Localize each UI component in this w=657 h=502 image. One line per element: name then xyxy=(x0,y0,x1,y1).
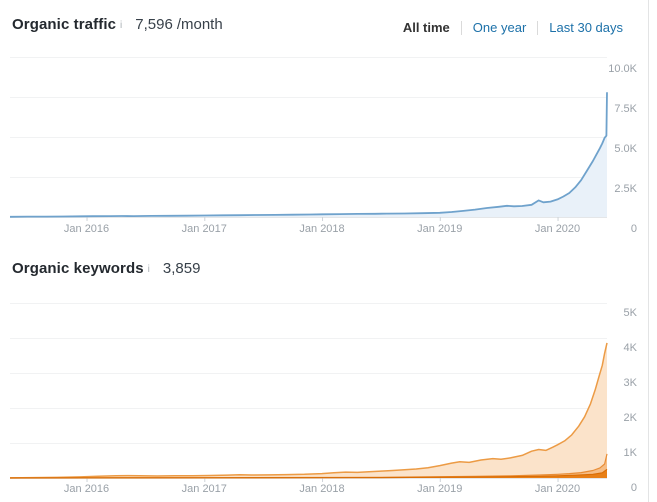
organic-traffic-chart[interactable] xyxy=(0,45,657,225)
keywords_total-line xyxy=(9,342,608,479)
organic_traffic-line xyxy=(9,92,608,218)
keywords-value: 3,859 xyxy=(162,260,201,277)
keywords_top_band-line xyxy=(9,468,608,479)
y-tick-label: 2.5K xyxy=(614,183,637,195)
keywords-section-header: Organic keywords i 3,859 xyxy=(12,260,200,277)
x-tick-label: Jan 2016 xyxy=(63,223,110,235)
y-tick-label: 0 xyxy=(630,482,637,494)
x-tick-label: Jan 2018 xyxy=(299,483,345,495)
tab-divider xyxy=(460,20,462,35)
y-tick-label: 4K xyxy=(623,342,637,354)
y-tick-label: 10.0K xyxy=(608,63,637,75)
traffic-section-header: Organic traffic i 7,596 /month xyxy=(12,16,223,33)
tab-divider xyxy=(537,20,539,35)
info-icon[interactable]: i xyxy=(120,20,123,31)
x-tick-label: Jan 2020 xyxy=(534,223,581,235)
y-tick-label: 2K xyxy=(623,412,637,424)
y-tick-label: 5K xyxy=(623,307,637,319)
traffic-title: Organic traffic xyxy=(12,16,117,33)
y-tick-label: 0 xyxy=(630,223,637,235)
y-tick-label: 1K xyxy=(623,447,637,459)
traffic-value: 7,596 xyxy=(135,16,173,33)
x-tick-label: Jan 2018 xyxy=(299,223,345,235)
x-tick-label: Jan 2019 xyxy=(417,483,463,495)
info-icon[interactable]: i xyxy=(147,264,150,275)
traffic-value-suffix: /month xyxy=(176,16,223,33)
organic-keywords-chart[interactable] xyxy=(0,293,657,488)
y-tick-label: 7.5K xyxy=(614,103,637,115)
tab-all-time[interactable]: All time xyxy=(402,20,450,35)
x-tick-label: Jan 2017 xyxy=(181,223,227,235)
x-tick-label: Jan 2017 xyxy=(181,483,227,495)
x-tick-label: Jan 2016 xyxy=(63,483,110,495)
keywords_top_band-area-fill xyxy=(10,469,607,478)
tab-one-year[interactable]: One year xyxy=(472,20,527,35)
x-tick-label: Jan 2020 xyxy=(534,483,581,495)
organic_traffic-area-fill xyxy=(10,92,607,217)
y-tick-label: 3K xyxy=(623,377,637,389)
time-range-tabs: All time One year Last 30 days xyxy=(392,20,634,35)
keywords_total-area-fill xyxy=(10,342,607,478)
x-tick-label: Jan 2019 xyxy=(417,223,463,235)
y-tick-label: 5.0K xyxy=(614,143,637,155)
keywords-title: Organic keywords xyxy=(12,260,144,277)
tab-last-30-days[interactable]: Last 30 days xyxy=(549,20,623,35)
panel-right-border xyxy=(648,0,649,502)
